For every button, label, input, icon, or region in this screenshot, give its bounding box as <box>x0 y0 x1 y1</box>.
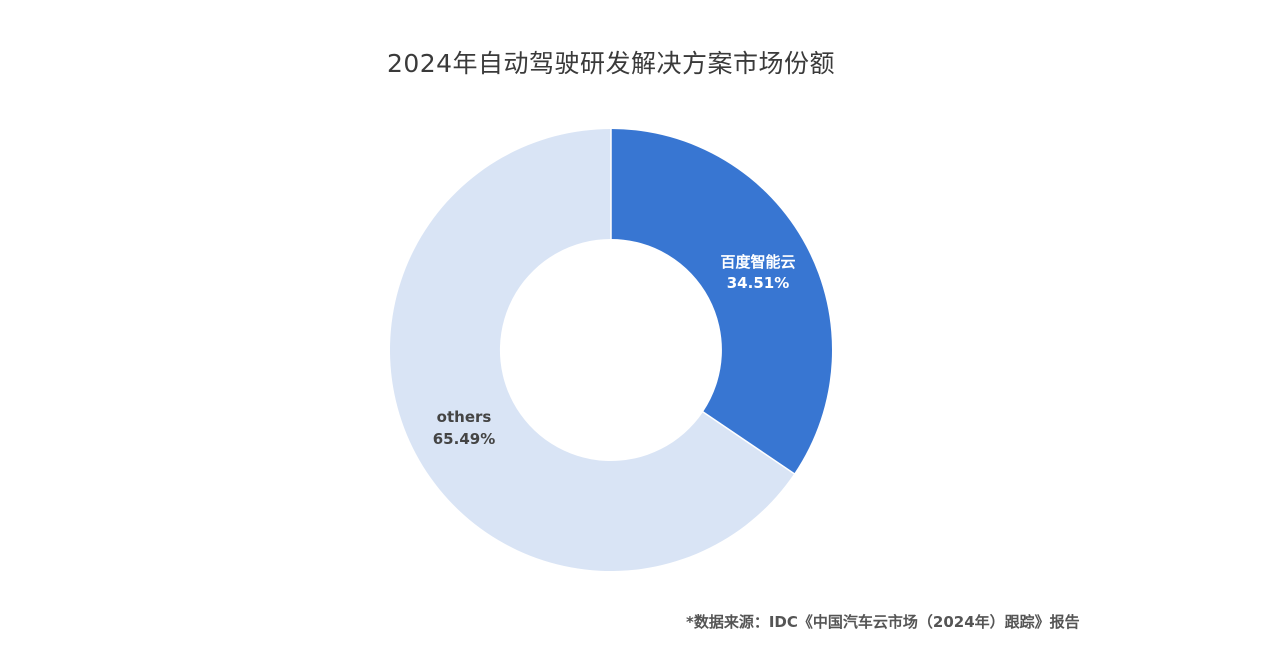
slice-separator <box>701 410 796 475</box>
chart-title: 2024年自动驾驶研发解决方案市场份额 <box>386 49 836 78</box>
slice-label-others-value: 65.49% <box>433 430 495 448</box>
slice-baidu-ai-cloud[interactable] <box>611 129 832 474</box>
slice-label-others-name: others <box>437 408 492 426</box>
source-footnote: *数据来源：IDC《中国汽车云市场（2024年）跟踪》报告 <box>686 613 1080 631</box>
slice-label-baidu-name: 百度智能云 <box>720 253 795 271</box>
slice-label-baidu-value: 34.51% <box>727 274 789 292</box>
slice-others[interactable] <box>389 129 795 572</box>
